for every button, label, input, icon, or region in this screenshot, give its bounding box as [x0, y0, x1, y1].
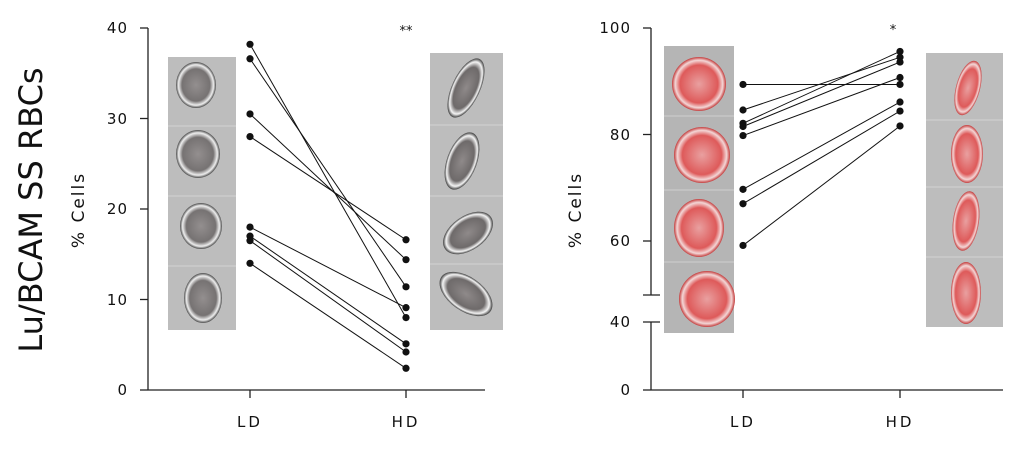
x-tick-label-ld: LD: [237, 413, 263, 431]
y-axis-2: [643, 27, 660, 391]
cell-image: [679, 271, 735, 327]
pair-line-5: [742, 77, 901, 137]
hd-point-7: [402, 348, 410, 356]
y-axis-title: % Cells: [566, 172, 586, 248]
paired-points-1: [246, 40, 410, 372]
pair-line-5: [249, 226, 407, 309]
cell-image: [444, 132, 480, 190]
hd-point-1: [402, 314, 410, 322]
pair-line-4: [249, 136, 407, 241]
x-axis-1: [148, 389, 485, 398]
y-tick-label: 100: [599, 19, 631, 37]
hd-point-6: [896, 98, 904, 106]
cell-image: [674, 199, 724, 257]
pair-line-7: [742, 110, 901, 205]
hd-cell-images-1: [430, 53, 503, 330]
ld-point-8: [246, 259, 254, 267]
ld-point-7: [739, 200, 747, 208]
pair-line-7: [249, 240, 407, 353]
pair-line-4: [742, 61, 901, 127]
y-tick-label: 0: [117, 381, 128, 399]
cell-image: [176, 62, 216, 108]
significance-marker: **: [400, 24, 414, 39]
y-tick-label: 40: [610, 313, 631, 331]
chart-ld-hd-high: 0 40 60 80 100 % Cells LD HD *: [566, 19, 1003, 431]
x-tick-label-hd: HD: [886, 413, 915, 431]
pair-line-1: [249, 44, 407, 318]
y-tick-label: 20: [107, 200, 128, 218]
y-axis-1: [140, 27, 149, 391]
cell-image: [176, 130, 220, 178]
cell-image: [954, 60, 982, 116]
hd-point-5: [896, 73, 904, 82]
hd-cell-images-2: [926, 53, 1003, 327]
cell-image: [952, 191, 980, 251]
hd-point-3: [402, 256, 410, 264]
hd-point-4: [402, 236, 410, 244]
cell-image: [951, 125, 983, 183]
cell-image: [184, 273, 222, 323]
cell-image: [672, 57, 726, 111]
ld-point-4: [246, 133, 254, 141]
pair-line-6: [742, 101, 901, 190]
ld-point-2: [739, 106, 747, 114]
hd-point-8: [896, 122, 904, 130]
ld-point-3: [246, 110, 254, 118]
ld-point-1: [739, 80, 747, 89]
hd-point-7: [896, 107, 904, 115]
hd-point-2: [402, 283, 410, 291]
hd-point-5: [402, 304, 410, 312]
pair-line-2: [249, 58, 407, 288]
chart-ld-hd-low: 0 10 20 30 40 % Cells LD HD **: [69, 19, 503, 431]
pair-line-2: [742, 56, 901, 111]
x-axis-2: [651, 389, 1003, 398]
hd-point-3: [896, 47, 904, 56]
ld-point-6: [739, 185, 747, 193]
ld-cell-images-2: [664, 46, 735, 333]
pair-line-3: [742, 50, 901, 124]
y-axis-title: % Cells: [69, 172, 89, 248]
paired-points-2: [739, 47, 904, 250]
ld-cell-images-1: [168, 57, 236, 330]
ld-point-5: [246, 223, 254, 231]
y-tick-label: 80: [610, 126, 631, 144]
x-tick-label-ld: LD: [730, 413, 756, 431]
y-tick-label: 40: [107, 19, 128, 37]
ld-point-4: [739, 122, 747, 131]
hd-point-4: [896, 58, 904, 66]
pair-line-8: [249, 262, 407, 369]
cell-image: [439, 271, 493, 317]
ld-point-1: [246, 40, 254, 48]
hd-point-1: [896, 80, 904, 89]
x-tick-label-hd: HD: [392, 413, 421, 431]
y-tick-label: 10: [107, 291, 128, 309]
pair-line-6: [249, 235, 407, 345]
ld-point-2: [246, 55, 254, 63]
cell-image: [674, 127, 730, 183]
y-tick-label: 60: [610, 232, 631, 250]
y-tick-label: 30: [107, 110, 128, 128]
ld-point-7: [246, 237, 254, 245]
ld-point-5: [739, 131, 747, 140]
hd-point-8: [402, 364, 410, 372]
cell-image: [951, 262, 981, 324]
cell-image: [447, 58, 485, 118]
ld-point-8: [739, 241, 747, 250]
significance-marker: *: [890, 23, 897, 38]
y-tick-label: 0: [620, 381, 631, 399]
cell-image: [443, 211, 493, 255]
pair-line-8: [742, 125, 901, 246]
pair-line-3: [249, 113, 407, 261]
hd-point-6: [402, 340, 410, 348]
cell-image: [180, 203, 222, 249]
